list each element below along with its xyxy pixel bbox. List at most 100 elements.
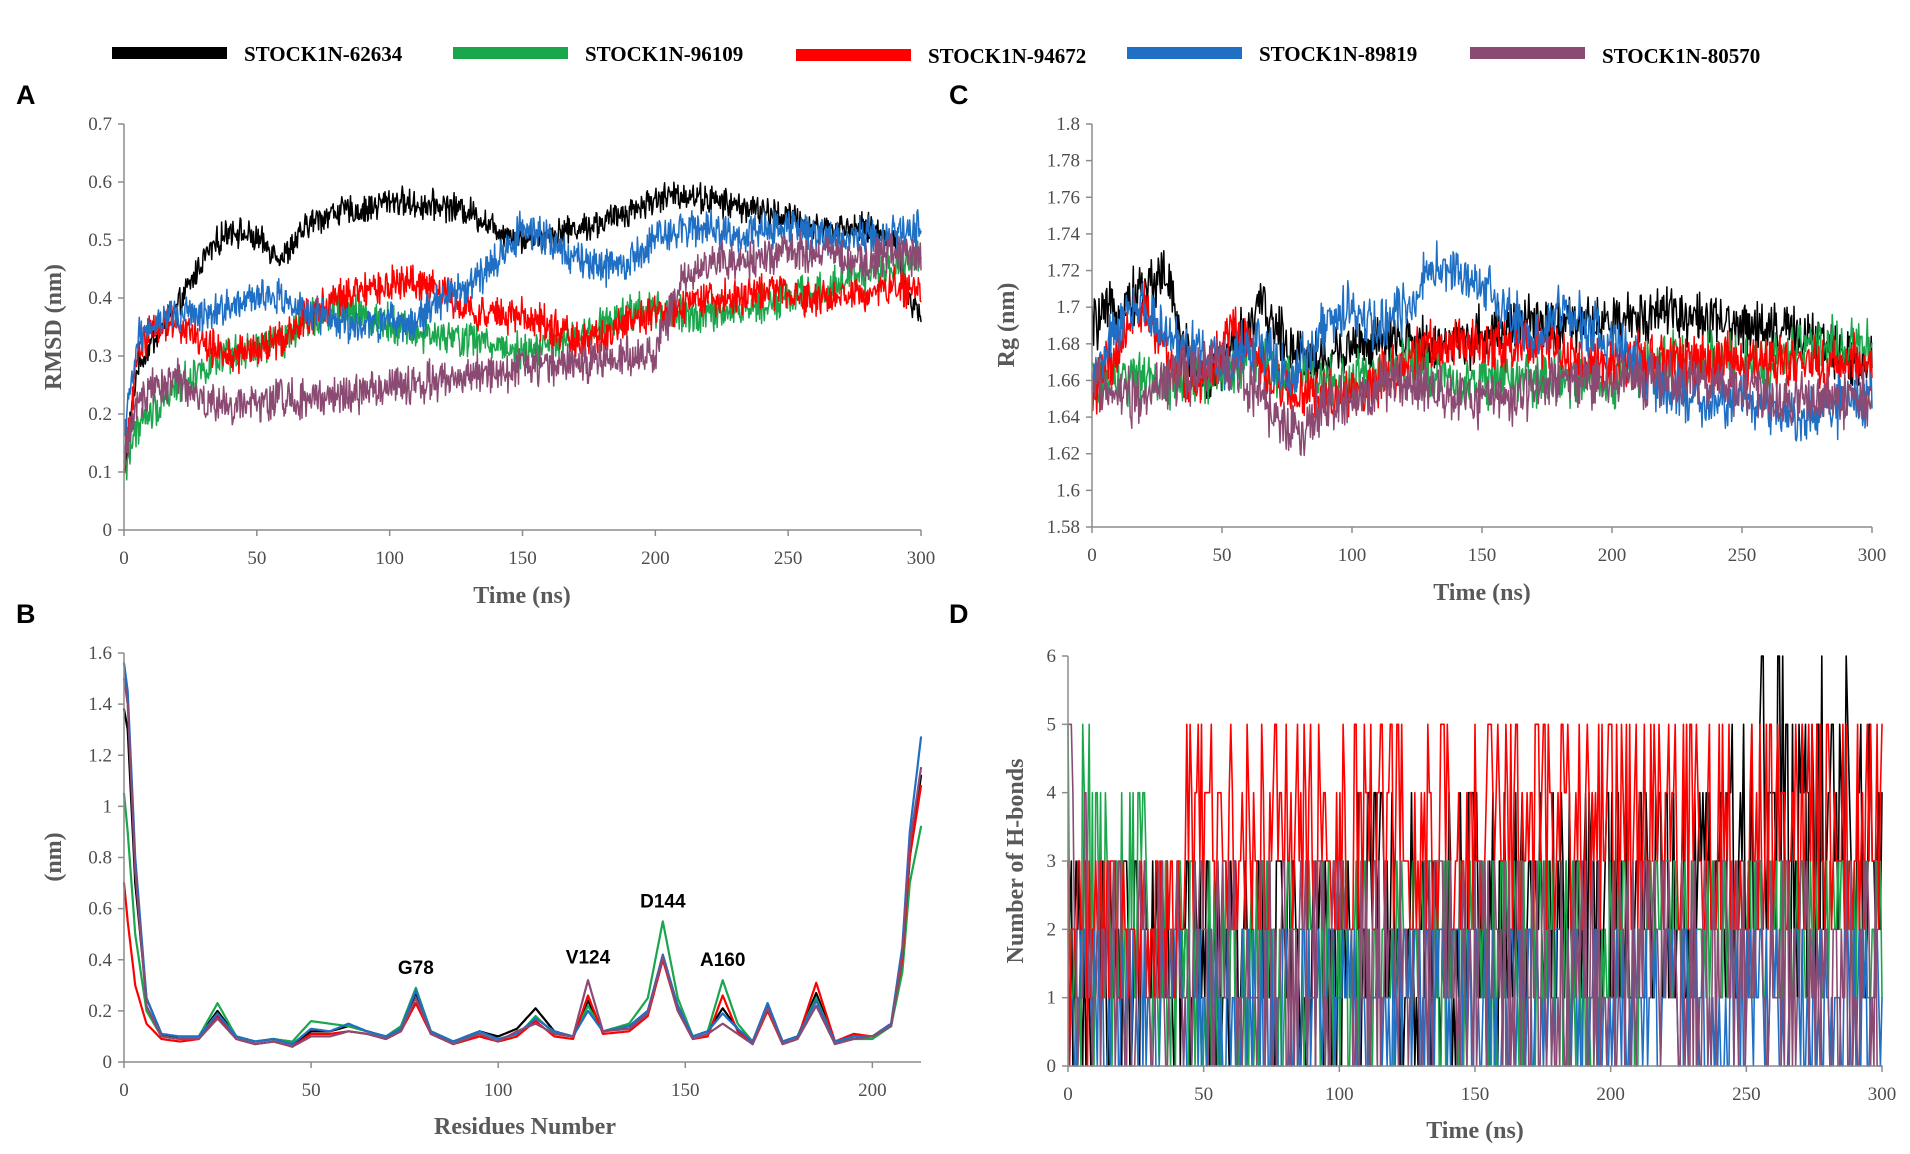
panel-a-xtick-label: 300 [907,548,936,569]
panel-b-ytick-label: 0.4 [88,950,112,971]
panel-d-series-94672 [1067,723,1883,1067]
panel-a-series-96109 [123,240,922,481]
panel-c-ytick-label: 1.58 [1047,517,1080,538]
panel-b-ytick-label: 0 [103,1052,113,1073]
panel-b-xtick-label: 200 [858,1080,887,1101]
legend-swatch-80570 [1470,47,1585,59]
panel-c-xtick-label: 50 [1213,545,1232,566]
panel-a-xtick-label: 100 [375,548,404,569]
legend: STOCK1N-62634 STOCK1N-96109 STOCK1N-9467… [112,42,1760,68]
panel-d-xtick-label: 0 [1063,1084,1073,1105]
legend-swatch-94672 [796,49,911,61]
panel-letter-b: B [16,599,36,629]
legend-swatch-62634 [112,47,227,59]
panel-d: 0 1 2 3 4 5 6 0 50 100 150 200 250 300 Time (ns) Numb… [1003,646,1896,1144]
panel-c-ytick-label: 1.6 [1056,480,1080,501]
legend-label-62634: STOCK1N-62634 [244,42,403,66]
panel-a-ytick-label: 0.6 [88,172,112,193]
panel-b-series-89819 [122,662,923,1046]
panel-d-xtick-label: 100 [1325,1084,1354,1105]
panel-a-ytick-label: 0.5 [88,230,112,251]
panel-d-xtick-label: 50 [1194,1084,1213,1105]
panel-b-x-title: Residues Number [434,1114,616,1140]
panel-b-ticks: 0 0.2 0.4 0.6 0.8 1 1.2 1.4 1.6 0 50 100 150 200 [88,643,886,1101]
legend-label-80570: STOCK1N-80570 [1602,44,1760,68]
panel-a-ticks: 0 0.1 0.2 0.3 0.4 0.5 0.6 0.7 0 50 100 150 200 250 300 [88,114,935,569]
panel-b-annotation-a160: A160 [700,950,745,971]
panel-a-x-title: Time (ns) [473,583,571,609]
panel-b-series-96109 [122,792,923,1043]
panel-c-xtick-label: 300 [1858,545,1887,566]
legend-label-94672: STOCK1N-94672 [928,44,1086,68]
panel-a-ytick-label: 0.4 [88,288,112,309]
panel-b-series-80570 [122,677,923,1048]
panel-c-series-89819 [1091,240,1873,442]
legend-swatch-96109 [453,47,568,59]
panel-a-series [123,181,922,481]
panel-d-ytick-label: 5 [1047,714,1057,735]
panel-letter-d: D [949,599,969,629]
panel-b-ytick-label: 0.6 [88,899,112,920]
panel-c-y-title: Rg (nm) [994,283,1020,368]
panel-c-xtick-label: 250 [1728,545,1757,566]
panel-b-xtick-label: 100 [484,1080,513,1101]
panel-letter-a: A [16,80,36,110]
panel-d-ytick-label: 0 [1047,1056,1057,1077]
panel-b-xtick-label: 50 [302,1080,321,1101]
panel-b-series [122,662,923,1048]
panel-a-series-89819 [123,208,922,437]
panel-c-ticks: 1.58 1.6 1.62 1.64 1.66 1.68 1.7 1.72 1.74 1.76 1.… [1047,114,1887,566]
panel-b-xtick-label: 0 [119,1080,129,1101]
panel-b-ytick-label: 1 [103,796,113,817]
panel-b-ytick-label: 0.2 [88,1001,112,1022]
panel-d-xtick-label: 250 [1732,1084,1761,1105]
panel-d-y-title: Number of H-bonds [1003,759,1029,964]
panel-b-annotation-v124: V124 [566,948,611,969]
panel-a-series-80570 [123,229,922,466]
panel-c-xtick-label: 150 [1468,545,1497,566]
panel-c-ytick-label: 1.8 [1056,114,1080,135]
panel-d-series-80570 [1067,723,1883,1067]
panel-c-ytick-label: 1.66 [1047,370,1080,391]
panel-b-annotation-g78: G78 [398,958,434,979]
panel-d-ytick-label: 2 [1047,919,1057,940]
panel-c-xtick-label: 100 [1338,545,1367,566]
panel-c-ytick-label: 1.68 [1047,334,1080,355]
panel-c-series-80570 [1091,338,1873,457]
panel-a-xtick-label: 250 [774,548,803,569]
panel-c-x-title: Time (ns) [1433,580,1531,606]
panel-b-ytick-label: 0.8 [88,848,112,869]
panel-d-ytick-label: 4 [1047,783,1057,804]
panel-b-ytick-label: 1.6 [88,643,112,664]
panel-a-ytick-label: 0.2 [88,404,112,425]
panel-d-xtick-label: 150 [1461,1084,1490,1105]
panel-a-xtick-label: 50 [247,548,266,569]
panel-a-series-94672 [123,264,922,474]
panel-d-xtick-label: 300 [1868,1084,1897,1105]
panel-b-annotation-d144: D144 [640,891,686,912]
panel-a-xtick-label: 150 [508,548,537,569]
panel-d-xtick-label: 200 [1596,1084,1625,1105]
panel-b-ytick-label: 1.2 [88,745,112,766]
panel-b: 0 0.2 0.4 0.6 0.8 1 1.2 1.4 1.6 0 50 100 150 200 G78 V… [41,643,923,1140]
panel-d-ytick-label: 3 [1047,851,1057,872]
panel-c-series [1091,240,1873,457]
panel-a-ytick-label: 0.1 [88,462,112,483]
panel-d-ticks: 0 1 2 3 4 5 6 0 50 100 150 200 250 300 [1047,646,1897,1105]
panel-a-ytick-label: 0.3 [88,346,112,367]
panel-b-ytick-label: 1.4 [88,694,112,715]
panel-a-xtick-label: 200 [641,548,670,569]
panel-letter-c: C [949,80,969,110]
legend-label-89819: STOCK1N-89819 [1259,42,1417,66]
panel-d-x-title: Time (ns) [1426,1118,1524,1144]
panel-c: 1.58 1.6 1.62 1.64 1.66 1.68 1.7 1.72 1.74 1.76 1.… [994,114,1886,606]
panel-a-xtick-label: 0 [119,548,129,569]
panel-d-series [1067,655,1883,1067]
panel-a-ytick-label: 0.7 [88,114,112,135]
panel-c-ytick-label: 1.76 [1047,187,1080,208]
panel-b-series-62634 [122,708,923,1046]
legend-label-96109: STOCK1N-96109 [585,42,743,66]
panel-c-ytick-label: 1.78 [1047,151,1080,172]
panel-c-ytick-label: 1.64 [1047,407,1081,428]
